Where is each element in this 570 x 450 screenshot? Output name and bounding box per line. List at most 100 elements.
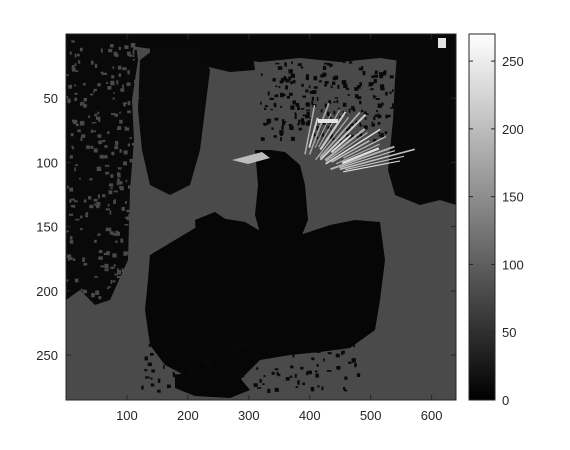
heatmap-speckle <box>315 370 318 373</box>
heatmap-speckle <box>125 201 127 204</box>
heatmap-speckle <box>246 342 249 347</box>
heatmap-speckle <box>81 134 86 138</box>
heatmap-speckle <box>117 125 122 130</box>
heatmap-speckle <box>297 63 302 67</box>
heatmap-speckle <box>204 354 209 358</box>
heatmap-speckle <box>218 384 222 386</box>
heatmap-speckle <box>98 250 103 254</box>
heatmap-speckle <box>120 88 125 92</box>
heatmap-speckle <box>98 140 102 145</box>
heatmap-speckle <box>241 373 245 378</box>
heatmap-speckle <box>236 347 240 350</box>
heatmap-speckle <box>342 60 346 63</box>
heatmap-speckle <box>115 240 118 243</box>
heatmap-speckle <box>103 155 108 159</box>
heatmap-speckle <box>180 383 182 388</box>
heatmap-speckle <box>135 97 140 100</box>
heatmap-speckle <box>75 164 78 166</box>
heatmap-speckle <box>341 351 344 356</box>
heatmap-speckle <box>271 371 275 375</box>
heatmap-speckle <box>306 112 310 116</box>
bright-streak <box>335 143 380 165</box>
heatmap-speckle <box>226 357 231 360</box>
heatmap-speckle <box>292 353 295 358</box>
heatmap-speckle <box>98 117 101 122</box>
heatmap-speckle <box>359 122 362 127</box>
heatmap-speckle <box>151 369 155 373</box>
heatmap-speckle <box>380 84 385 89</box>
heatmap-speckle <box>157 378 161 383</box>
heatmap-speckle <box>115 231 120 236</box>
heatmap-speckle <box>328 100 332 104</box>
heatmap-speckle <box>113 92 115 94</box>
bright-streak <box>345 155 405 171</box>
heatmap-speckle <box>150 377 153 380</box>
heatmap-speckle <box>127 271 133 276</box>
heatmap-speckle <box>107 203 110 207</box>
heatmap-speckle <box>119 186 124 191</box>
bright-streak <box>304 104 316 155</box>
y-tick-label: 200 <box>36 284 58 299</box>
heatmap-speckle <box>75 124 79 127</box>
heatmap-speckle <box>129 276 133 279</box>
heatmap-speckle <box>120 285 123 288</box>
heatmap-speckle <box>392 103 397 108</box>
heatmap-speckle <box>282 119 285 123</box>
heatmap-speckle <box>68 213 74 216</box>
heatmap-image <box>66 34 456 400</box>
heatmap-speckle <box>268 342 273 347</box>
heatmap-speckle <box>373 74 378 78</box>
heatmap-speckle <box>121 268 124 273</box>
heatmap-speckle <box>270 108 273 111</box>
heatmap-speckle <box>316 350 321 353</box>
heatmap-speckle <box>94 113 97 117</box>
heatmap-speckle <box>285 78 290 83</box>
heatmap-speckle <box>97 134 102 138</box>
heatmap-speckle <box>342 350 345 354</box>
heatmap-speckle <box>303 342 305 346</box>
heatmap-speckle <box>380 87 385 91</box>
heatmap-speckle <box>286 95 290 99</box>
heatmap-speckle <box>75 218 80 221</box>
x-axis: 100 200 300 400 500 600 <box>116 34 442 423</box>
heatmap-speckle <box>373 95 375 99</box>
x-tick-label: 100 <box>116 408 138 423</box>
heatmap-speckle <box>292 79 296 84</box>
heatmap-speckle <box>290 365 294 369</box>
heatmap-speckle <box>83 83 86 86</box>
heatmap-speckle <box>122 67 127 71</box>
heatmap-speckle <box>66 230 69 233</box>
bright-streak <box>331 140 370 163</box>
heatmap-speckle <box>373 139 377 143</box>
heatmap-speckle <box>267 122 270 125</box>
heatmap-speckle <box>260 137 265 141</box>
heatmap-speckle <box>112 233 117 236</box>
heatmap-speckle <box>184 349 187 352</box>
heatmap-speckle <box>127 143 130 147</box>
heatmap-speckle <box>280 105 282 108</box>
heatmap-speckle <box>93 88 97 91</box>
heatmap-speckle <box>259 378 262 381</box>
heatmap-speckle <box>100 265 105 268</box>
heatmap-speckle <box>275 85 278 88</box>
heatmap-speckle <box>129 54 133 57</box>
heatmap-speckle <box>124 127 130 131</box>
heatmap-speckle <box>371 123 375 127</box>
heatmap-speckle <box>273 135 277 138</box>
heatmap-speckle <box>354 94 359 98</box>
heatmap-speckle <box>104 263 109 269</box>
heatmap-speckle <box>209 348 212 353</box>
heatmap-speckle <box>95 290 100 295</box>
heatmap-speckle <box>126 82 131 86</box>
center-left-dark-shape <box>138 45 210 195</box>
heatmap-speckle <box>93 90 95 93</box>
heatmap-speckle <box>163 358 166 362</box>
heatmap-speckle <box>344 376 348 380</box>
heatmap-speckle <box>116 80 119 85</box>
heatmap-speckle <box>364 117 367 120</box>
heatmap-speckle <box>298 127 302 131</box>
heatmap-speckle <box>240 343 245 348</box>
heatmap-speckle <box>104 268 109 272</box>
heatmap-speckle <box>94 63 98 68</box>
heatmap-speckle <box>129 137 132 139</box>
